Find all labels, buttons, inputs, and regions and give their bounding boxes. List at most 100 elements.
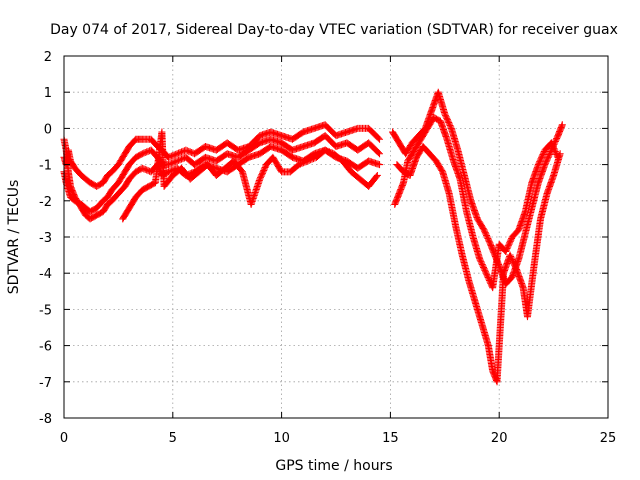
data-point <box>483 232 491 240</box>
data-point <box>172 150 180 158</box>
data-point <box>167 159 175 167</box>
data-point <box>138 150 146 158</box>
data-point <box>481 268 489 276</box>
data-point <box>537 155 545 163</box>
data-point <box>258 171 266 179</box>
data-point <box>536 158 544 166</box>
data-point <box>481 229 489 237</box>
data-point <box>307 156 315 164</box>
data-point <box>544 153 552 161</box>
y-tick-label: -1 <box>39 159 52 174</box>
data-point <box>477 258 485 266</box>
data-point <box>141 165 149 173</box>
data-point <box>323 147 331 155</box>
data-point <box>256 175 264 183</box>
data-point <box>445 119 453 127</box>
data-point <box>443 114 451 122</box>
data-point <box>511 263 519 271</box>
data-point <box>485 236 493 244</box>
data-point <box>260 166 268 174</box>
data-point <box>443 116 451 124</box>
data-point <box>504 243 512 251</box>
data-point <box>552 136 560 144</box>
data-point <box>484 234 492 242</box>
x-tick-label: 25 <box>600 431 617 446</box>
data-point <box>321 146 329 154</box>
data-point <box>482 269 490 277</box>
data-point <box>185 147 193 155</box>
data-point <box>507 254 515 262</box>
data-point <box>143 148 151 156</box>
data-point <box>540 149 548 157</box>
data-point <box>550 145 558 153</box>
data-point <box>484 274 492 282</box>
data-point <box>485 275 493 283</box>
data-point <box>506 237 514 245</box>
data-point <box>141 149 149 157</box>
data-point <box>325 148 333 156</box>
data-point <box>140 165 148 173</box>
data-point <box>441 110 449 118</box>
data-point <box>327 149 335 157</box>
data-point <box>503 245 511 253</box>
data-point <box>481 227 489 235</box>
y-tick-label: -5 <box>39 303 52 318</box>
data-point <box>143 166 151 174</box>
data-point <box>447 123 455 131</box>
data-point <box>167 167 175 175</box>
data-point <box>478 261 486 269</box>
data-point <box>324 147 332 155</box>
data-point <box>506 251 514 259</box>
data-point <box>508 255 516 263</box>
y-tick-label: 2 <box>44 50 52 65</box>
y-tick-label: -8 <box>39 412 52 427</box>
data-point <box>182 146 190 154</box>
data-point <box>546 149 554 157</box>
data-point <box>542 159 550 167</box>
data-point <box>483 233 491 241</box>
y-tick-label: -2 <box>39 195 52 210</box>
data-point <box>538 153 546 161</box>
x-tick-label: 10 <box>273 431 290 446</box>
data-point <box>545 152 553 160</box>
data-point <box>481 266 489 274</box>
grid-lines <box>64 56 608 418</box>
data-point <box>310 155 318 163</box>
x-tick-label: 0 <box>60 431 68 446</box>
data-point <box>302 158 310 166</box>
data-point <box>166 160 174 168</box>
data-points <box>60 88 566 386</box>
data-point <box>553 135 561 143</box>
data-point <box>509 257 517 265</box>
x-axis-label: GPS time / hours <box>275 458 392 474</box>
data-point <box>176 156 184 164</box>
data-point <box>304 157 312 165</box>
data-point <box>480 226 488 234</box>
data-point <box>296 160 304 168</box>
data-point <box>138 164 146 172</box>
data-point <box>257 172 265 180</box>
data-point <box>542 158 550 166</box>
data-point <box>556 150 564 158</box>
data-point <box>538 152 546 160</box>
data-point <box>176 149 184 157</box>
data-point <box>480 263 488 271</box>
data-point <box>541 161 549 169</box>
data-point <box>480 265 488 273</box>
data-point <box>256 174 264 182</box>
x-tick-label: 20 <box>491 431 508 446</box>
data-point <box>295 161 303 169</box>
data-point <box>140 149 148 157</box>
data-point <box>511 261 519 269</box>
data-point <box>549 142 557 150</box>
data-point <box>504 242 512 250</box>
data-point <box>376 150 384 158</box>
data-point <box>183 147 191 155</box>
data-point <box>485 237 493 245</box>
data-point <box>169 152 177 160</box>
data-point <box>507 253 515 261</box>
data-point <box>170 158 178 166</box>
data-point <box>186 148 194 156</box>
data-point <box>260 165 268 173</box>
